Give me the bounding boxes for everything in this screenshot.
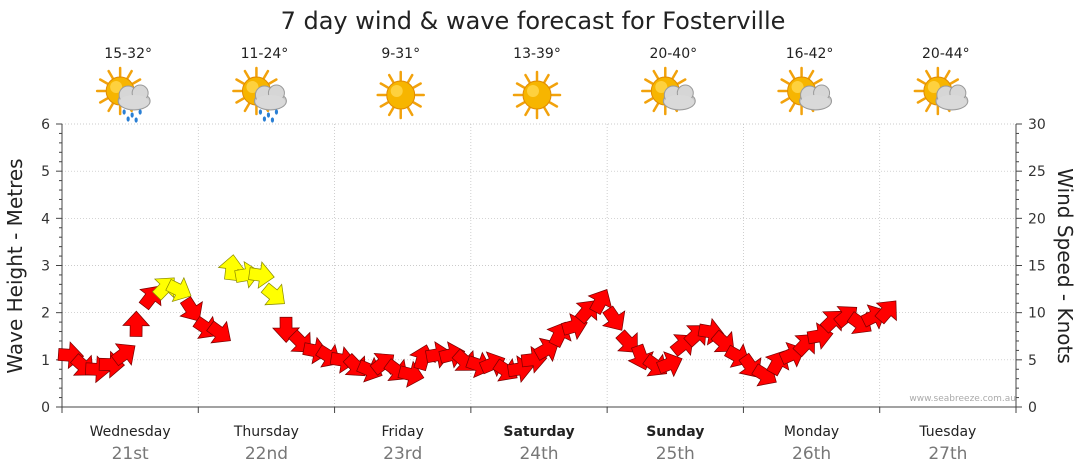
- day-date-label: 24th: [519, 444, 558, 464]
- day-temperature: 20-40°: [649, 46, 697, 62]
- day-date-label: 23rd: [383, 444, 422, 464]
- day-date-label: 26th: [792, 444, 831, 464]
- wind-arrow: [206, 320, 231, 344]
- y-tick-label-right: 10: [1028, 306, 1046, 322]
- wind-arrow: [179, 296, 203, 322]
- wind-arrow: [122, 310, 151, 337]
- y-tick-label-right: 30: [1028, 117, 1046, 133]
- y-tick-label-left: 2: [41, 306, 50, 322]
- wind-arrow: [520, 345, 548, 374]
- day-date-label: 27th: [928, 444, 967, 464]
- wind-arrow: [601, 305, 626, 331]
- sun-cloud-icon: [777, 66, 833, 116]
- day-name-label: Sunday: [646, 424, 704, 440]
- day-name-label: Saturday: [503, 424, 574, 440]
- y-tick-label-left: 4: [41, 211, 50, 227]
- day-name-label: Wednesday: [90, 424, 171, 440]
- day-temperature: 13-39°: [513, 46, 561, 62]
- day-temperature: 16-42°: [786, 46, 834, 62]
- day-date-label: 22nd: [245, 444, 288, 464]
- day-temperature: 11-24°: [241, 46, 289, 62]
- wind-arrow: [84, 355, 112, 384]
- wind-arrow: [710, 329, 735, 353]
- wind-arrow: [272, 316, 301, 343]
- chart-title: 7 day wind & wave forecast for Fostervil…: [281, 7, 786, 35]
- day-temperature: 15-32°: [104, 46, 152, 62]
- wind-arrow: [874, 300, 897, 325]
- sun-icon: [512, 70, 562, 120]
- day-date-label: 21st: [112, 444, 149, 464]
- wind-arrow: [615, 329, 638, 353]
- y-axis-right-label: Wind Speed - Knots: [1053, 168, 1077, 364]
- y-tick-label-left: 3: [41, 259, 50, 275]
- y-tick-label-left: 6: [41, 117, 50, 133]
- day-date-label: 25th: [656, 444, 695, 464]
- y-tick-label-right: 20: [1028, 211, 1046, 227]
- sun-cloud-icon: [913, 66, 969, 116]
- wind-arrow: [165, 276, 192, 303]
- wind-arrow: [98, 350, 126, 379]
- wind-arrow: [248, 261, 275, 289]
- wind-arrow: [587, 289, 613, 316]
- y-tick-label-left: 5: [41, 164, 50, 180]
- y-tick-label-right: 5: [1028, 353, 1037, 369]
- sun-cloud-icon: [641, 66, 696, 116]
- day-temperature: 20-44°: [922, 46, 970, 62]
- wind-arrow: [397, 360, 425, 388]
- y-tick-label-left: 0: [41, 400, 50, 416]
- day-name-label: Friday: [381, 424, 423, 440]
- sun-icon: [376, 70, 425, 120]
- wind-arrow: [110, 343, 136, 367]
- y-tick-label-right: 15: [1028, 259, 1046, 275]
- credit-text: www.seabreeze.com.au: [909, 394, 1016, 404]
- day-name-label: Tuesday: [918, 424, 976, 440]
- wind-arrow: [656, 351, 683, 378]
- sun-rain-icon: [95, 66, 151, 123]
- y-tick-label-right: 0: [1028, 400, 1037, 416]
- y-tick-label-left: 1: [41, 353, 50, 369]
- y-tick-label-right: 25: [1028, 164, 1046, 180]
- day-temperature: 9-31°: [381, 46, 420, 62]
- day-name-label: Monday: [784, 424, 839, 440]
- day-name-label: Thursday: [233, 424, 299, 440]
- y-axis-left-label: Wave Height - Metres: [3, 158, 27, 373]
- sun-rain-icon: [232, 66, 287, 123]
- wind-arrow: [260, 282, 285, 306]
